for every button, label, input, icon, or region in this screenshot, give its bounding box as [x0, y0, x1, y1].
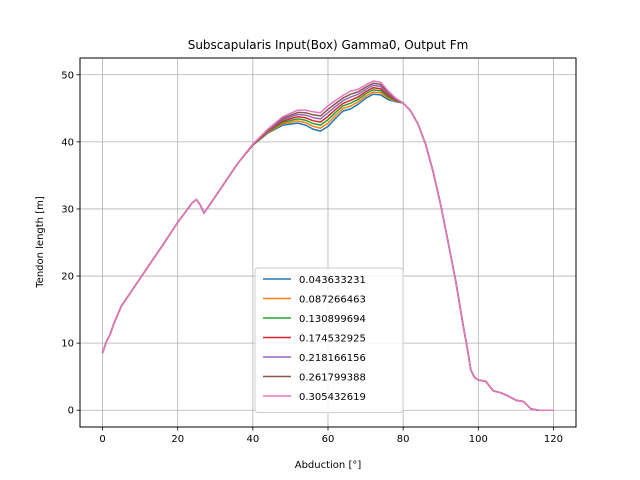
y-tick-label: 0 [68, 406, 74, 417]
legend-label: 0.174532925 [299, 334, 366, 345]
legend-label: 0.043633231 [299, 275, 366, 286]
y-tick-label: 40 [61, 137, 74, 148]
x-tick-label: 20 [171, 434, 184, 445]
x-axis-label: Abduction [°] [295, 460, 362, 471]
x-tick-label: 120 [544, 434, 563, 445]
series-lines [101, 80, 554, 411]
y-tick-label: 10 [61, 339, 74, 350]
legend-label: 0.130899694 [299, 314, 366, 325]
chart-title: Subscapularis Input(Box) Gamma0, Output … [188, 38, 469, 52]
legend-label: 0.218166156 [299, 353, 366, 364]
y-tick-label: 50 [61, 70, 74, 81]
y-tick-label: 20 [61, 272, 74, 283]
legend-label: 0.305432619 [299, 392, 366, 403]
y-axis: 0 10 20 30 40 50 [61, 70, 80, 417]
series-line-7 [101, 80, 554, 411]
legend-label: 0.087266463 [299, 295, 366, 306]
x-tick-label: 80 [397, 434, 410, 445]
legend-label: 0.261799388 [299, 373, 366, 384]
y-axis-label: Tendon length [m] [35, 196, 46, 289]
y-tick-label: 30 [61, 204, 74, 215]
x-tick-label: 0 [99, 434, 105, 445]
x-tick-label: 100 [469, 434, 488, 445]
legend: 0.043633231 0.087266463 0.130899694 0.17453… [254, 267, 404, 413]
x-tick-label: 60 [322, 434, 335, 445]
legend-box [254, 267, 404, 413]
x-axis: 0 20 40 60 80 100 120 [99, 427, 563, 445]
x-tick-label: 40 [246, 434, 259, 445]
